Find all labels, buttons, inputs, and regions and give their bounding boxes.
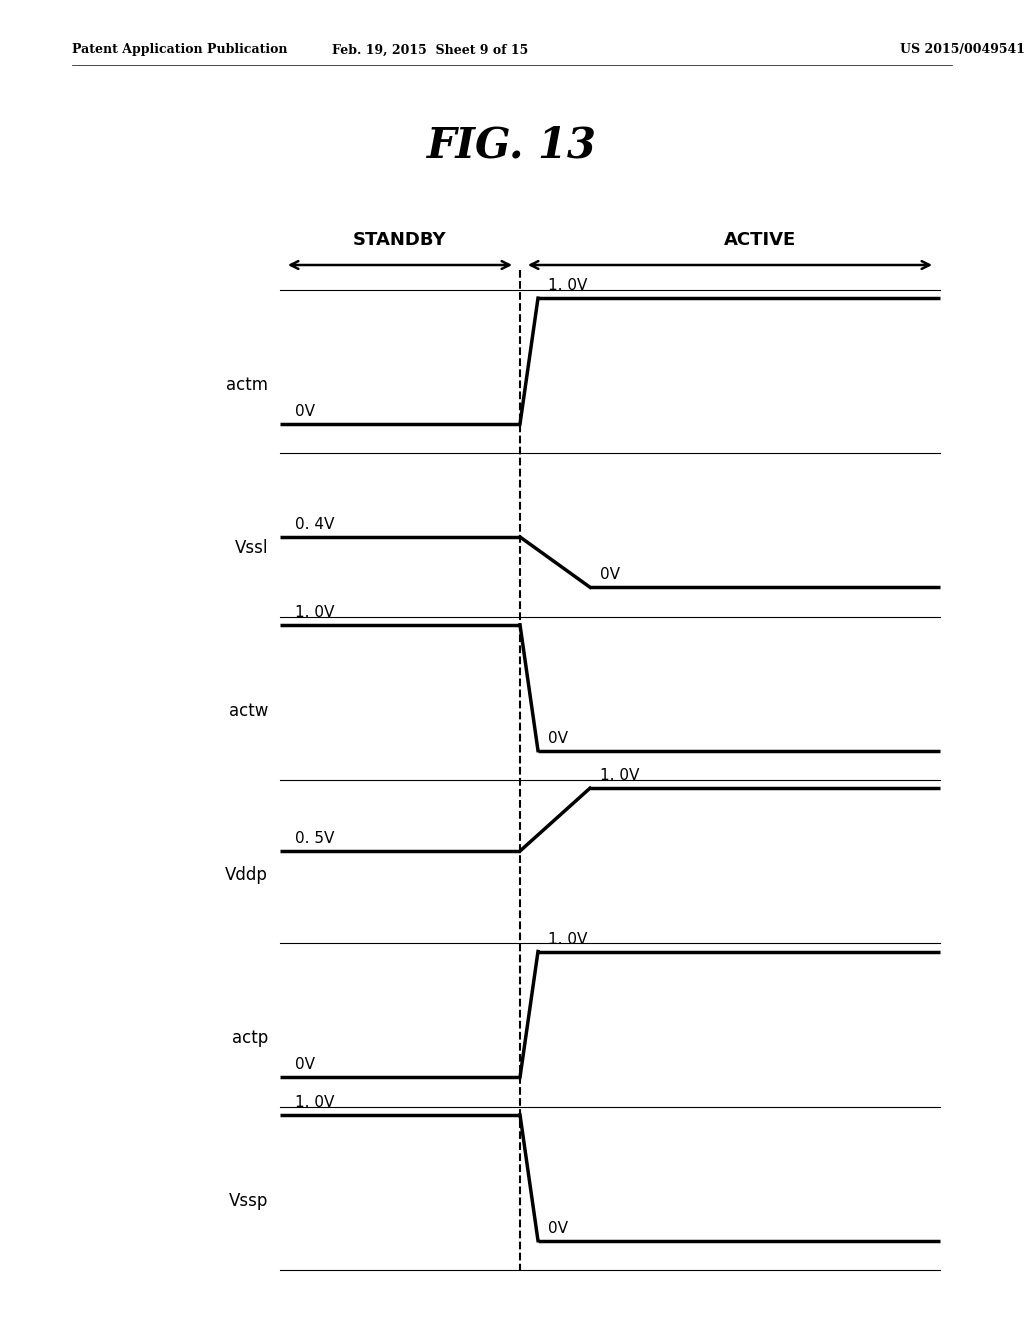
Text: 0V: 0V	[295, 404, 315, 418]
Text: Feb. 19, 2015  Sheet 9 of 15: Feb. 19, 2015 Sheet 9 of 15	[332, 44, 528, 57]
Text: Vssp: Vssp	[228, 1192, 268, 1210]
Text: ACTIVE: ACTIVE	[724, 231, 796, 249]
Text: Vssl: Vssl	[234, 539, 268, 557]
Text: 0V: 0V	[548, 1221, 568, 1236]
Text: actw: actw	[228, 702, 268, 721]
Text: 0V: 0V	[548, 730, 568, 746]
Text: 0V: 0V	[295, 1057, 315, 1072]
Text: actm: actm	[226, 376, 268, 393]
Text: 1. 0V: 1. 0V	[295, 605, 335, 620]
Text: Patent Application Publication: Patent Application Publication	[72, 44, 288, 57]
Text: 0V: 0V	[600, 568, 620, 582]
Text: 1. 0V: 1. 0V	[600, 768, 639, 783]
Text: 1. 0V: 1. 0V	[548, 932, 588, 946]
Text: FIG. 13: FIG. 13	[427, 124, 597, 166]
Text: Vddp: Vddp	[225, 866, 268, 883]
Text: actp: actp	[231, 1030, 268, 1047]
Text: 0. 5V: 0. 5V	[295, 832, 335, 846]
Text: STANDBY: STANDBY	[353, 231, 446, 249]
Text: 1. 0V: 1. 0V	[295, 1094, 335, 1110]
Text: 0. 4V: 0. 4V	[295, 517, 335, 532]
Text: 1. 0V: 1. 0V	[548, 279, 588, 293]
Text: US 2015/0049541 A1: US 2015/0049541 A1	[900, 44, 1024, 57]
